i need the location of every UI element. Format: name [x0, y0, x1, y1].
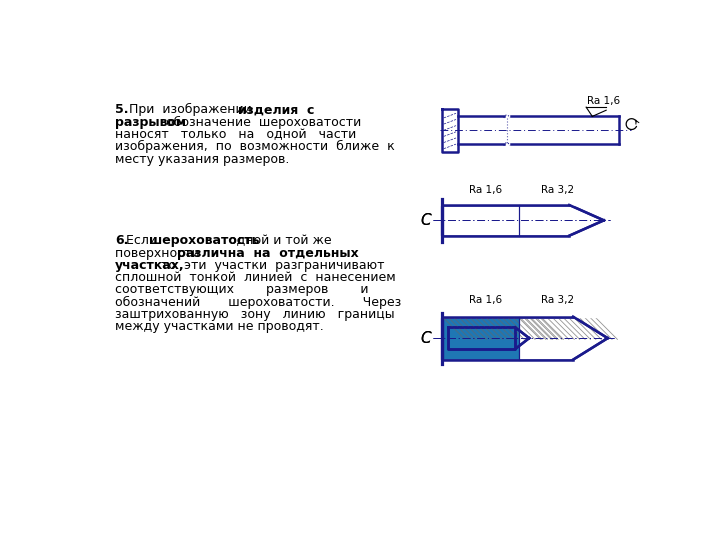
Text: месту указания размеров.: месту указания размеров. — [115, 153, 289, 166]
Text: изделия  с: изделия с — [238, 103, 315, 116]
Text: то  эти  участки  разграничивают: то эти участки разграничивают — [161, 259, 384, 272]
Text: обозначений       шероховатости.       Через: обозначений шероховатости. Через — [115, 296, 401, 309]
Text: Ra 1,6: Ra 1,6 — [469, 185, 503, 195]
Text: различна  на  отдельных: различна на отдельных — [177, 247, 359, 260]
Text: Если: Если — [126, 234, 161, 247]
Text: наносят   только   на   одной   части: наносят только на одной части — [115, 128, 356, 141]
Text: Ra 3,2: Ra 3,2 — [541, 185, 574, 195]
Text: соответствующих        размеров        и: соответствующих размеров и — [115, 284, 369, 296]
Text: сплошной  тонкой  линией  с  нанесением: сплошной тонкой линией с нанесением — [115, 271, 396, 284]
Text: Ra 1,6: Ra 1,6 — [469, 295, 503, 305]
Text: обозначение  шероховатости: обозначение шероховатости — [166, 116, 361, 129]
Text: Ra 1,6: Ra 1,6 — [469, 185, 503, 195]
Text: С: С — [420, 213, 431, 228]
Text: поверхности: поверхности — [115, 247, 204, 260]
Text: Ra 3,2: Ra 3,2 — [541, 185, 574, 195]
Text: участках,: участках, — [115, 259, 184, 272]
Text: При  изображении: При изображении — [129, 103, 259, 117]
Text: С: С — [420, 330, 431, 346]
Text: Ra 3,2: Ra 3,2 — [541, 295, 574, 305]
Text: С: С — [420, 330, 431, 346]
Text: разрывом: разрывом — [115, 116, 186, 129]
Text: изображения,  по  возможности  ближе  к: изображения, по возможности ближе к — [115, 140, 395, 153]
Text: Ra 1,6: Ra 1,6 — [469, 295, 503, 305]
Polygon shape — [442, 316, 519, 360]
Text: С: С — [420, 213, 431, 228]
Text: Ra 3,2: Ra 3,2 — [541, 295, 574, 305]
Text: между участками не проводят.: между участками не проводят. — [115, 320, 324, 333]
Text: 6.: 6. — [115, 234, 128, 247]
Text: шероховатость: шероховатость — [149, 234, 259, 247]
Text: 5.: 5. — [115, 103, 128, 116]
Text: одной и той же: одной и той же — [229, 234, 331, 247]
Text: заштрихованную   зону   линию   границы: заштрихованную зону линию границы — [115, 308, 395, 321]
Text: Ra 1,6: Ra 1,6 — [587, 96, 620, 106]
